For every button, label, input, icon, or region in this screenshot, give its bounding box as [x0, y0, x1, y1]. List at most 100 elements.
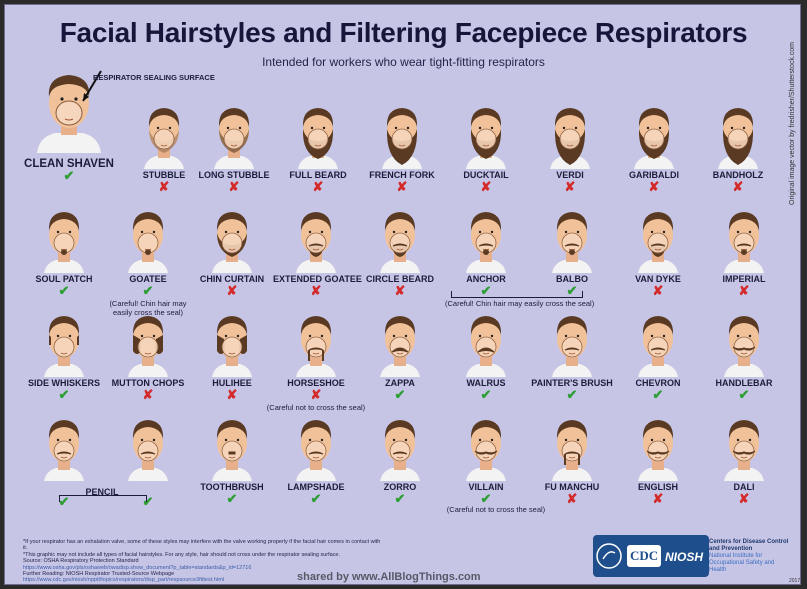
hairstyle-label: FRENCH FORK [369, 170, 435, 180]
cross-icon: ✘ [226, 387, 238, 402]
horseshoe-face-illustration [296, 316, 336, 377]
hairstyle-label: VERDI [556, 170, 584, 180]
toothbrush-face-illustration [212, 420, 252, 481]
watermark-text: shared by www.AllBlogThings.com [297, 571, 481, 583]
cross-icon: ✘ [226, 283, 238, 298]
hairstyle-cell-english: ENGLISH ✘ [615, 415, 701, 506]
pencil2-face-illustration [128, 420, 168, 481]
anchor-face-illustration [466, 212, 506, 273]
frenchfork-face-illustration [382, 108, 422, 169]
dali-face-illustration [724, 420, 764, 481]
niosh-agency-name: National Institute for Occupational Safe… [709, 553, 775, 573]
anchor-balbo-note: (Careful! Chin hair may easily cross the… [445, 299, 595, 308]
muttonchops-face-illustration [128, 316, 168, 377]
cross-icon: ✘ [142, 387, 154, 402]
hairstyle-label: BALBO [556, 274, 588, 284]
hairstyle-cell-ducktail: DUCKTAIL ✘ [443, 103, 529, 194]
soulpatch-face-illustration [44, 212, 84, 273]
hairstyle-label: TOOTHBRUSH [200, 482, 264, 492]
longstubble-face-illustration [214, 108, 254, 169]
check-icon: ✔ [566, 387, 578, 402]
check-icon: ✔ [63, 168, 75, 183]
hairstyle-cell-fullbeard: FULL BEARD ✘ [275, 103, 361, 194]
check-icon: ✔ [480, 283, 492, 298]
cross-icon: ✘ [158, 179, 170, 194]
check-icon: ✔ [738, 387, 750, 402]
hairstyle-label: DALI [733, 482, 755, 492]
footer-line-2: *This graphic may not include all types … [23, 551, 341, 558]
hairstyle-label: LAMPSHADE [287, 482, 345, 492]
hairstyle-cell-circlebeard: CIRCLE BEARD ✘ [357, 207, 443, 298]
balbo-face-illustration [552, 212, 592, 273]
cross-icon: ✘ [738, 283, 750, 298]
hairstyle-cell-fumanchu: FU MANCHU ✘ [529, 415, 615, 506]
lampshade-face-illustration [296, 420, 336, 481]
hairstyle-cell-muttonchops: MUTTON CHOPS ✘ [105, 311, 191, 402]
chincurtain-face-illustration [212, 212, 252, 273]
hairstyle-cell-zorro: ZORRO ✔ [357, 415, 443, 506]
pencil-label: PENCIL [85, 487, 119, 497]
hairstyle-cell-pencil2: ✔ [105, 415, 191, 509]
footer-line-3: Source: OSHA Respiratory Protection Stan… [23, 558, 139, 565]
walrus-face-illustration [466, 316, 506, 377]
hairstyle-label: IMPERIAL [722, 274, 766, 284]
hairstyle-label: BANDHOLZ [712, 170, 764, 180]
check-icon: ✔ [226, 491, 238, 506]
year-label: 2017 [789, 578, 801, 584]
image-credit: Original image vector by fredrisher/Shut… [789, 41, 796, 205]
hairstyle-cell-chincurtain: CHIN CURTAIN ✘ [189, 207, 275, 298]
infographic-poster: Facial Hairstyles and Filtering Facepiec… [4, 4, 801, 585]
hairstyle-label: VILLAIN [468, 482, 504, 492]
cross-icon: ✘ [652, 283, 664, 298]
verdi-face-illustration [550, 108, 590, 169]
cross-icon: ✘ [652, 491, 664, 506]
footer-link-1[interactable]: https://www.osha.gov/pls/oshaweb/owadisp… [23, 564, 252, 571]
clean-shaven-label: CLEAN SHAVEN [24, 158, 114, 170]
hairstyle-cell-soulpatch: SOUL PATCH ✔ [21, 207, 107, 298]
footer-notes: *If your respirator has an exhalation va… [23, 539, 383, 584]
hairstyle-cell-imperial: IMPERIAL ✘ [701, 207, 787, 298]
hairstyle-cell-hulihee: HULIHEE ✘ [189, 311, 275, 402]
check-icon: ✔ [394, 387, 406, 402]
cross-icon: ✘ [394, 283, 406, 298]
handlebar-face-illustration [724, 316, 764, 377]
cross-icon: ✘ [648, 179, 660, 194]
villain-face-illustration [466, 420, 506, 481]
hulihee-face-illustration [212, 316, 252, 377]
footer-link-2[interactable]: https://www.cdc.gov/niosh/npptl/topics/r… [23, 577, 225, 584]
hairstyle-cell-handlebar: HANDLEBAR ✔ [701, 311, 787, 402]
cross-icon: ✘ [310, 387, 322, 402]
hairstyle-label: ANCHOR [466, 274, 506, 284]
hairstyle-cell-horseshoe: HORSESHOE ✘ (Careful not to cross the seal… [267, 311, 365, 412]
sidewhiskers-face-illustration [44, 316, 84, 377]
hairstyle-label: CHIN CURTAIN [199, 274, 265, 284]
hairstyle-cell-pencil: ✔ [21, 415, 107, 509]
zappa-face-illustration [380, 316, 420, 377]
hairstyle-cell-lampshade: LAMPSHADE ✔ [273, 415, 359, 506]
hairstyle-label: GOATEE [129, 274, 167, 284]
footer-line-4: Further Reading: NIOSH Respirator Truste… [23, 571, 175, 578]
footer-line-1: *If your respirator has an exhalation va… [23, 539, 381, 552]
check-icon: ✔ [58, 387, 70, 402]
cdc-logo-text: CDC [630, 548, 659, 563]
hairstyle-label: ENGLISH [637, 482, 678, 492]
hairstyle-cell-stubble: STUBBLE ✘ [121, 103, 207, 194]
pencil-bracket [59, 495, 147, 502]
check-icon: ✔ [58, 494, 70, 509]
imperial-face-illustration [724, 212, 764, 273]
garibaldi-face-illustration [634, 108, 674, 169]
hairstyle-label: HORSESHOE [287, 378, 345, 388]
hairstyle-cell-extgoatee: EXTENDED GOATEE ✘ [273, 207, 362, 298]
hairstyle-cell-bandholz: BANDHOLZ ✘ [695, 103, 781, 194]
cross-icon: ✘ [310, 283, 322, 298]
hairstyle-label: LONG STUBBLE [198, 170, 270, 180]
circlebeard-face-illustration [380, 212, 420, 273]
cross-icon: ✘ [228, 179, 240, 194]
hairstyle-label: CIRCLE BEARD [365, 274, 434, 284]
pencil-face-illustration [44, 420, 84, 481]
fumanchu-face-illustration [552, 420, 592, 481]
hairstyle-cell-anchor: ANCHOR ✔ [443, 207, 529, 298]
cross-icon: ✘ [738, 491, 750, 506]
hairstyle-cell-frenchfork: FRENCH FORK ✘ [359, 103, 445, 194]
hairstyle-cell-zappa: ZAPPA ✔ [357, 311, 443, 402]
